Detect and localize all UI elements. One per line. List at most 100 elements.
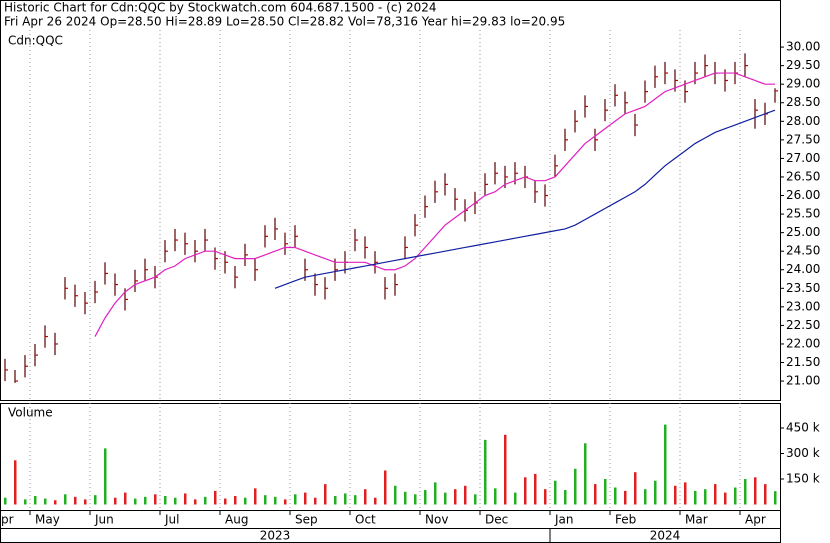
x-tick-label: pr <box>1 513 14 527</box>
volume-bar <box>24 499 27 505</box>
y-tick-label: 24.00 <box>786 262 820 276</box>
volume-tick-label: 300 k <box>786 446 820 460</box>
volume-bar <box>614 487 617 505</box>
volume-tick-label: 150 k <box>786 471 820 485</box>
y-tick-label: 24.50 <box>786 244 820 258</box>
volume-bar <box>344 493 347 505</box>
volume-tick-label: 450 k <box>786 420 820 434</box>
volume-bar <box>254 488 257 505</box>
moving-average <box>274 109 776 289</box>
volume-bar <box>154 494 157 505</box>
volume-bar <box>464 485 467 505</box>
y-tick-label: 28.50 <box>786 95 820 109</box>
volume-bar <box>724 492 727 505</box>
y-tick-label: 27.00 <box>786 151 820 165</box>
volume-bar <box>674 485 677 505</box>
volume-bar <box>584 443 587 505</box>
y-tick-label: 22.00 <box>786 336 820 350</box>
volume-bar <box>144 496 147 505</box>
volume-bar <box>684 482 687 505</box>
volume-bar <box>374 497 377 505</box>
volume-bar <box>664 424 667 505</box>
volume-bar <box>554 480 557 505</box>
volume-bar <box>654 480 657 505</box>
volume-bar <box>134 498 137 505</box>
moving-average <box>94 72 775 337</box>
y-tick-label: 27.50 <box>786 132 820 146</box>
volume-bar <box>4 497 7 505</box>
y-tick-label: 25.50 <box>786 207 820 221</box>
x-tick-label: Jun <box>94 513 114 527</box>
volume-bar <box>204 496 207 505</box>
x-tick-label: Apr <box>745 513 766 527</box>
volume-bar <box>234 495 237 505</box>
volume-bar <box>124 492 127 505</box>
x-tick-label: Oct <box>355 513 376 527</box>
volume-bar <box>314 497 317 505</box>
volume-bar <box>394 485 397 505</box>
volume-bar <box>84 499 87 505</box>
y-tick-label: 23.00 <box>786 299 820 313</box>
volume-bar <box>634 472 637 505</box>
volume-bar <box>364 489 367 505</box>
volume-bar <box>14 460 17 505</box>
volume-bar <box>494 488 497 505</box>
volume-bar <box>424 490 427 505</box>
y-tick-label: 26.50 <box>786 169 820 183</box>
volume-bar <box>184 493 187 505</box>
volume-bar <box>404 491 407 505</box>
volume-bar <box>334 495 337 505</box>
volume-bar <box>34 495 37 505</box>
y-tick-label: 21.50 <box>786 355 820 369</box>
volume-bar <box>544 489 547 505</box>
volume-bar <box>484 439 487 505</box>
volume-bar <box>274 496 277 505</box>
volume-bar <box>624 490 627 505</box>
x-tick-label: Jan <box>554 513 574 527</box>
volume-bar <box>644 489 647 505</box>
year-label: 2023 <box>260 529 291 543</box>
volume-bar <box>224 498 227 505</box>
x-tick-label: Dec <box>485 513 508 527</box>
y-tick-label: 22.50 <box>786 318 820 332</box>
y-tick-label: 21.00 <box>786 374 820 388</box>
volume-bar <box>414 494 417 505</box>
chart-title: Historic Chart for Cdn:QQC by Stockwatch… <box>4 1 437 15</box>
volume-bar <box>564 490 567 505</box>
volume-bar <box>264 495 267 505</box>
chart-subtitle: Fri Apr 26 2024 Op=28.50 Hi=28.89 Lo=28.… <box>4 15 565 29</box>
x-tick-label: Nov <box>425 513 448 527</box>
volume-label: Volume <box>8 406 53 420</box>
volume-bar <box>94 495 97 505</box>
volume-bar <box>444 492 447 505</box>
volume-bar <box>474 494 477 505</box>
x-tick-label: May <box>35 513 60 527</box>
volume-bar <box>504 434 507 505</box>
volume-bar <box>114 497 117 505</box>
x-tick-label: Sep <box>295 513 318 527</box>
volume-bar <box>214 490 217 505</box>
volume-bar <box>514 492 517 505</box>
volume-bar <box>294 494 297 505</box>
x-tick-label: Jul <box>164 513 179 527</box>
x-tick-label: Mar <box>685 513 708 527</box>
volume-bar <box>604 478 607 505</box>
y-tick-label: 25.00 <box>786 225 820 239</box>
volume-bar <box>44 498 47 505</box>
volume-bar <box>74 496 77 505</box>
x-tick-label: Feb <box>615 513 636 527</box>
volume-bar <box>244 497 247 505</box>
volume-bar <box>594 484 597 505</box>
volume-bar <box>574 468 577 505</box>
volume-bar <box>324 484 327 505</box>
volume-bar <box>524 477 527 505</box>
symbol-label: Cdn:QQC <box>8 34 63 48</box>
x-tick-label: Aug <box>225 513 248 527</box>
volume-panel <box>0 403 781 511</box>
volume-bar <box>774 491 777 505</box>
y-tick-label: 23.50 <box>786 281 820 295</box>
volume-bar <box>704 489 707 505</box>
volume-bar <box>54 500 57 505</box>
volume-bar <box>354 495 357 505</box>
